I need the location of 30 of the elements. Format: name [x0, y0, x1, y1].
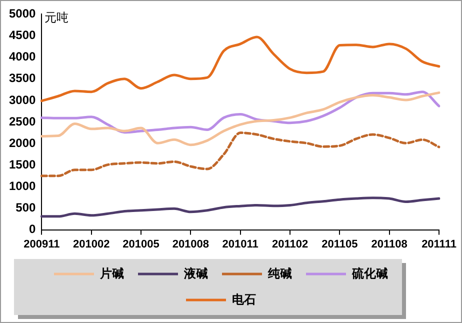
x-tick-label: 200911 [24, 238, 60, 250]
y-tick-label: 500 [16, 200, 36, 215]
x-tick-label: 201002 [73, 238, 110, 250]
y-tick-label: 4500 [8, 28, 36, 42]
y-tick-label: 3000 [8, 92, 36, 107]
y-tick-label: 5000 [8, 6, 36, 21]
x-tick-label: 201102 [272, 238, 308, 250]
x-tick-label: 201111 [422, 238, 456, 250]
y-tick-label: 0 [29, 222, 36, 236]
y-axis-title: 元吨 [44, 10, 69, 25]
legend-label: 液碱 [183, 266, 208, 280]
y-tick-label: 4000 [8, 50, 36, 64]
x-tick-label: 201011 [222, 238, 258, 250]
legend-label: 纯碱 [267, 266, 292, 280]
x-tick-label: 201105 [322, 238, 358, 250]
line-series [40, 36, 440, 102]
line-series [40, 196, 440, 218]
legend-label: 电石 [232, 292, 256, 306]
y-tick-label: 3500 [8, 71, 36, 86]
line-series [40, 91, 440, 146]
x-tick-label: 201005 [122, 238, 160, 250]
legend-label: 硫化碱 [351, 266, 388, 280]
legend-label: 片碱 [99, 266, 124, 280]
line-series [40, 132, 440, 178]
x-tick-label: 201108 [371, 238, 408, 250]
y-tick-label: 1500 [8, 157, 36, 172]
x-tick-label: 201008 [172, 238, 210, 250]
y-tick-label: 1000 [8, 178, 36, 193]
y-tick-label: 2000 [8, 136, 36, 150]
y-tick-label: 2500 [8, 114, 36, 128]
